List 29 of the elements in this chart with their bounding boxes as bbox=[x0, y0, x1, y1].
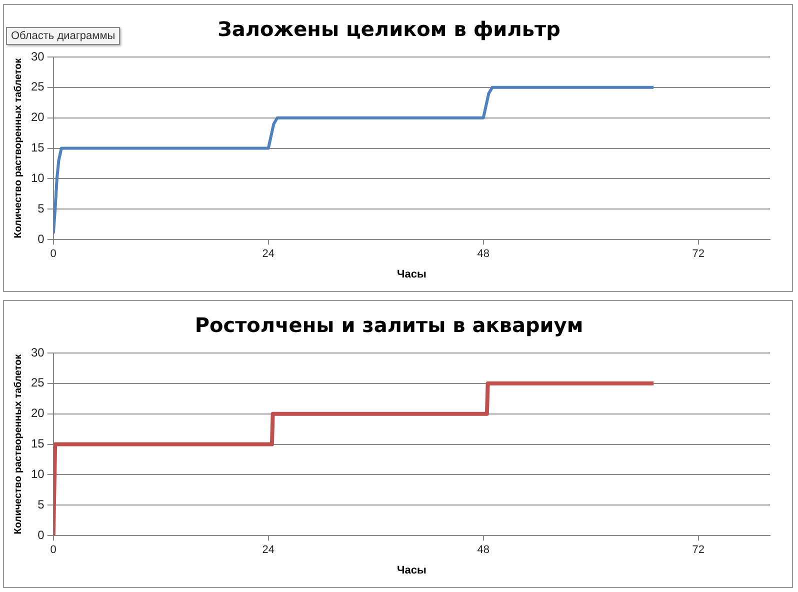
y-tick-label: 20 bbox=[30, 110, 45, 124]
y-tick-label: 10 bbox=[30, 467, 45, 482]
y-tick-label: 0 bbox=[38, 528, 45, 542]
x-tick-label: 48 bbox=[477, 544, 490, 556]
y-axis-title: Количество растворенных таблеток bbox=[12, 353, 24, 534]
y-tick-label: 20 bbox=[30, 406, 45, 420]
y-tick-label: 15 bbox=[30, 436, 45, 451]
y-tick-label: 0 bbox=[38, 232, 45, 246]
y-tick-label: 25 bbox=[30, 80, 45, 94]
y-axis-title: Количество растворенных таблеток bbox=[12, 57, 24, 238]
x-tick-label: 24 bbox=[262, 248, 274, 260]
x-tick-label: 0 bbox=[50, 248, 56, 260]
x-tick-label: 0 bbox=[50, 544, 56, 556]
y-tick-label: 30 bbox=[30, 49, 45, 64]
y-tick-label: 5 bbox=[38, 497, 45, 512]
x-axis-title: Часы bbox=[396, 268, 426, 280]
text: Область диаграммы bbox=[6, 27, 120, 45]
x-tick-label: 24 bbox=[262, 544, 274, 556]
y-tick-label: 10 bbox=[30, 171, 45, 186]
y-tick-label: 5 bbox=[38, 201, 45, 216]
x-tick-label: 72 bbox=[692, 544, 704, 556]
y-tick-label: 15 bbox=[30, 140, 45, 155]
y-tick-label: 30 bbox=[30, 345, 45, 360]
y-tick-label: 25 bbox=[30, 376, 45, 390]
chart-title: Заложены целиком в фильтр bbox=[218, 17, 560, 42]
x-tick-label: 72 bbox=[692, 248, 704, 260]
x-tick-label: 48 bbox=[477, 248, 490, 260]
x-axis-title: Часы bbox=[396, 564, 426, 576]
chart-title: Ростолчены и залиты в аквариум bbox=[194, 313, 584, 338]
